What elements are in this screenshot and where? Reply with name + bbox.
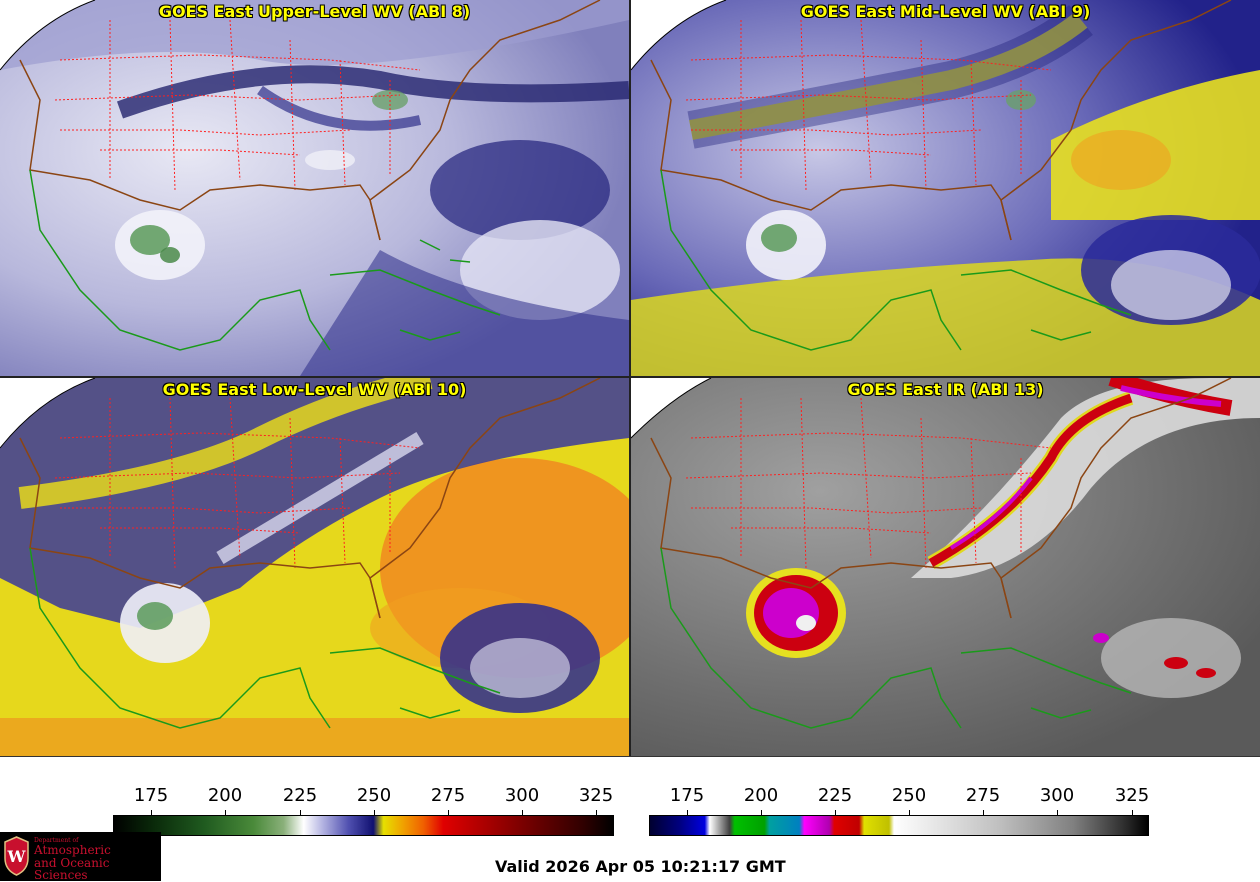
ir-tick-label: 250 (891, 785, 927, 806)
ir-tick-label: 200 (743, 785, 779, 806)
logo-line-oceanic: and Oceanic Sciences (34, 855, 110, 882)
logo-line-department: Department of (34, 837, 79, 844)
wv-tick-label: 200 (207, 785, 243, 806)
ir-tick-label: 225 (817, 785, 853, 806)
ir-tick-mark (1057, 810, 1058, 815)
ir-tick-mark (1132, 810, 1133, 815)
ir-tick-label: 300 (1039, 785, 1075, 806)
panel-title: GOES East Upper-Level WV (ABI 8) (158, 2, 471, 21)
wv-tick-mark (374, 810, 375, 815)
upper-wv-image (0, 0, 629, 376)
wv-tick-mark (448, 810, 449, 815)
panel-title: GOES East Mid-Level WV (ABI 9) (800, 2, 1091, 21)
wv-tick-label: 300 (504, 785, 540, 806)
wv-tick-label: 275 (430, 785, 466, 806)
ir-tick-mark (909, 810, 910, 815)
ir-tick-label: 275 (965, 785, 1001, 806)
ir-tick-mark (983, 810, 984, 815)
panel-divider-horizontal (0, 376, 1260, 378)
wv-tick-mark (596, 810, 597, 815)
ir-tick-label: 175 (669, 785, 705, 806)
wv-tick-mark (225, 810, 226, 815)
panel-low-level-wv: GOES East Low-Level WV (ABI 10) (0, 378, 629, 756)
crest-letter: W (7, 847, 27, 866)
panel-ir: GOES East IR (ABI 13) (631, 378, 1260, 756)
wv-tick-label: 175 (133, 785, 169, 806)
panel-upper-level-wv: GOES East Upper-Level WV (ABI 8) (0, 0, 629, 376)
ir-image (631, 378, 1260, 756)
logo-text: Department of Atmospheric and Oceanic Sc… (34, 837, 161, 882)
wv-tick-label: 325 (578, 785, 614, 806)
ir-tick-mark (761, 810, 762, 815)
panel-title: GOES East IR (ABI 13) (847, 380, 1044, 399)
panel-title: GOES East Low-Level WV (ABI 10) (162, 380, 467, 399)
ir-tick-mark (687, 810, 688, 815)
wv-tick-mark (522, 810, 523, 815)
wv-tick-mark (151, 810, 152, 815)
wv-tick-label: 225 (282, 785, 318, 806)
panel-divider-vertical (629, 0, 631, 756)
panel-mid-level-wv: GOES East Mid-Level WV (ABI 9) (631, 0, 1260, 376)
ir-tick-mark (835, 810, 836, 815)
image-bottom-border (0, 756, 1260, 757)
logo-line-atmospheric: Atmospheric (34, 843, 111, 858)
aos-logo: W Department of Atmospheric and Oceanic … (0, 832, 161, 882)
colorbar-ir (649, 815, 1149, 836)
wv-tick-mark (300, 810, 301, 815)
low-wv-image (0, 378, 629, 756)
uw-crest-icon: W (4, 836, 29, 876)
ir-tick-label: 325 (1114, 785, 1150, 806)
wv-tick-label: 250 (356, 785, 392, 806)
colorbar-wv (113, 815, 614, 836)
mid-wv-image (631, 0, 1260, 376)
valid-time: Valid 2026 Apr 05 10:21:17 GMT (495, 857, 786, 876)
